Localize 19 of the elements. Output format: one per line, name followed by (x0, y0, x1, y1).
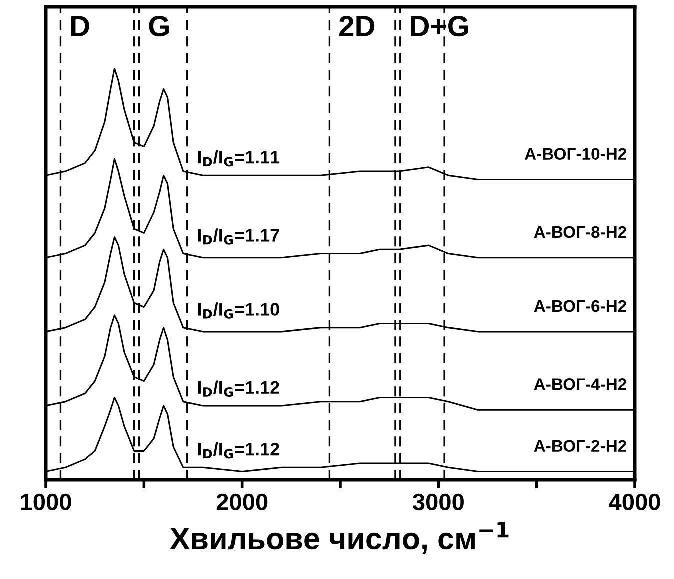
series-label: A-ВОГ-10-H2 (525, 148, 626, 160)
annotation: I$_{D}$/I$_{G}$=1.17 (198, 228, 280, 245)
annotation: I$_{D}$/I$_{G}$=1.10 (198, 302, 280, 319)
annotation: I$_{D}$/I$_{G}$=1.12 (198, 442, 280, 459)
series-label: A-ВОГ-8-H2 (534, 226, 626, 238)
ref-line-label: G (149, 16, 169, 37)
x-axis-title: Хвильове число, см$^{−1}$ (170, 522, 509, 554)
x-tick-label: 1000 (21, 494, 72, 511)
ref-line-label: D (72, 16, 90, 36)
x-tick-label: 3000 (412, 494, 464, 511)
annotation: I$_{D}$/I$_{G}$=1.12 (198, 380, 280, 398)
x-tick-label: 4000 (609, 494, 660, 511)
series-label: A-ВОГ-6-H2 (534, 300, 626, 312)
series-label: A-ВОГ-4-H2 (534, 378, 626, 390)
series-label: A-ВОГ-2-H2 (534, 440, 626, 452)
x-tick-label: 2000 (216, 494, 268, 511)
annotation: I$_{D}$/I$_{G}$=1.11 (198, 150, 280, 167)
ref-line-label: 2D (340, 16, 375, 36)
ref-line-label: D+G (411, 16, 468, 37)
